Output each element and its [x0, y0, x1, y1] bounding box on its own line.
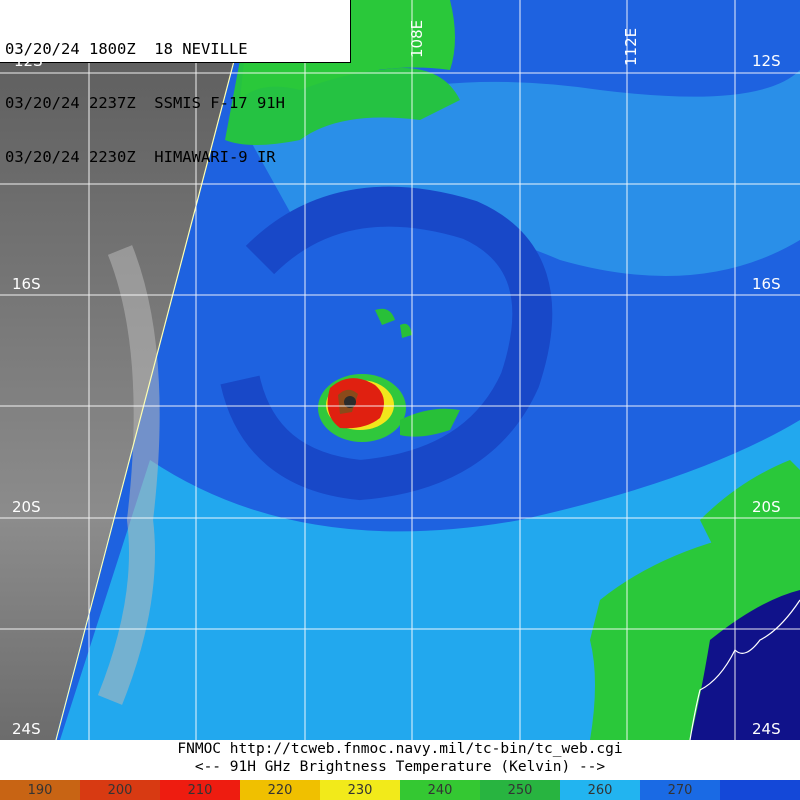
light-band-north — [250, 70, 800, 276]
colorbar-segment: 260 — [560, 780, 640, 800]
colorbar-tick-label: 190 — [27, 782, 53, 798]
colorbar-tick-label: 200 — [107, 782, 133, 798]
colorbar-tick-label: 240 — [427, 782, 453, 798]
outer-band-green — [400, 408, 460, 437]
lon-label-112e: 112E — [622, 27, 640, 66]
colorbar-segment: 230 — [320, 780, 400, 800]
outer-fleck-1 — [375, 308, 395, 325]
colorbar-segment: 270 — [640, 780, 720, 800]
lat-label-20s-right: 20S — [752, 498, 781, 516]
footer-legend-title: <-- 91H GHz Brightness Temperature (Kelv… — [194, 759, 606, 775]
colorbar-tick-label: 230 — [347, 782, 373, 798]
footer-source: FNMOC http://tcweb.fnmoc.navy.mil/tc-bin… — [177, 741, 623, 757]
lat-label-12s-left: 12S — [14, 52, 43, 70]
header-line-2: 03/20/24 2237Z SSMIS F-17 91H — [5, 94, 285, 112]
dark-blue-region — [690, 590, 800, 740]
footer: FNMOC http://tcweb.fnmoc.navy.mil/tc-bin… — [0, 740, 800, 780]
colorbar-tick-label: 250 — [507, 782, 533, 798]
temperature-colorbar: 190 200 210 220 230 240 250 260 270 — [0, 780, 800, 800]
lon-label-108e: 108E — [408, 19, 426, 58]
header-line-3: 03/20/24 2230Z HIMAWARI-9 IR — [5, 148, 276, 166]
colorbar-tick-label: 210 — [187, 782, 213, 798]
eye-dark — [344, 396, 356, 408]
colorbar-tick-label: 260 — [587, 782, 613, 798]
colorbar-tick-label: 270 — [667, 782, 693, 798]
colorbar-segment: 250 — [480, 780, 560, 800]
outer-fleck-2 — [400, 323, 412, 338]
header-info-box: 03/20/24 1800Z 18 NEVILLE 03/20/24 2237Z… — [0, 0, 351, 166]
colorbar-segment: 210 — [160, 780, 240, 800]
lat-label-24s-left: 24S — [12, 720, 41, 738]
coastline — [689, 599, 800, 740]
lat-lon-grid — [0, 0, 800, 740]
ir-grey-region — [0, 0, 250, 740]
green-patch-east — [700, 460, 800, 560]
microwave-brightness-map — [0, 0, 800, 740]
colorbar-segment: 190 — [0, 780, 80, 800]
header-line-1: 03/20/24 1800Z 18 NEVILLE — [5, 40, 248, 58]
colorbar-segment: 200 — [80, 780, 160, 800]
colorbar-segment — [720, 780, 800, 800]
colorbar-tick-label: 220 — [267, 782, 293, 798]
swath-edge-line — [55, 0, 251, 740]
lat-label-20s-left: 20S — [12, 498, 41, 516]
ir-cloud-streak — [97, 245, 160, 705]
colorbar-segment: 240 — [400, 780, 480, 800]
lat-label-16s-right: 16S — [752, 275, 781, 293]
lat-label-24s-right: 24S — [752, 720, 781, 738]
lat-label-12s-right: 12S — [752, 52, 781, 70]
lat-label-16s-left: 16S — [12, 275, 41, 293]
colorbar-segment: 220 — [240, 780, 320, 800]
